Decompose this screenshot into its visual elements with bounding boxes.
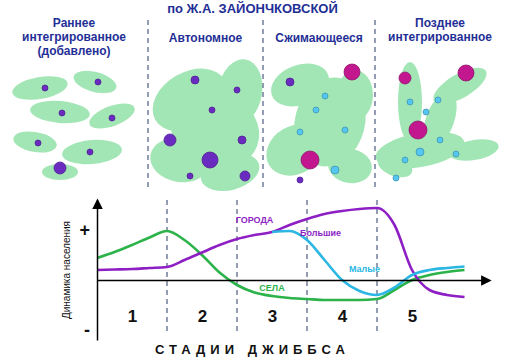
series-label: Большие [300,228,341,238]
panel-map [11,67,138,180]
title: по Ж.А. ЗАЙОНЧКОВСКОЙ [167,1,338,16]
settlement [42,85,48,91]
x-tick: 2 [198,280,207,326]
settlement [286,78,294,86]
x-tick-label: 3 [268,307,277,326]
panel-title: Позднееинтегрированное [388,16,492,44]
settlement [437,137,443,143]
series-line [97,208,465,297]
panel-map [257,56,375,187]
territory [213,56,268,129]
settlement [297,129,303,135]
settlement [35,140,41,146]
settlement [453,151,459,157]
territory [61,137,123,166]
settlement [342,127,348,133]
x-tick: 1 [128,280,137,326]
territory [11,72,70,103]
settlement [187,173,193,179]
panel-title: Сжимающееся [275,31,362,45]
annotation: ГОРОДА [236,215,274,225]
settlement [313,107,319,113]
settlement [423,109,429,115]
territory [257,114,333,186]
territory [71,67,119,98]
settlement [297,177,303,183]
x-axis-title: СТАДИИ ДЖИББСА [155,342,350,357]
x-axis-line [98,280,490,282]
territory [325,145,374,186]
territory [448,136,501,164]
panel-divider [148,20,149,188]
y-axis-line [97,201,99,341]
settlement [164,134,176,146]
panel-divider [375,20,376,188]
settlement [54,162,66,174]
x-tick: 4 [338,280,348,326]
settlement [202,152,218,168]
settlement [87,149,93,155]
panel-title: Раннееинтегрированное(добавлено) [22,16,126,58]
x-tick-label: 5 [408,307,417,326]
settlement [399,72,411,84]
x-tick-label: 4 [338,307,348,326]
panel-title: Автономное [169,31,243,45]
settlement [240,171,250,181]
y-tick: + [79,220,97,240]
y-tick-label: - [84,320,90,340]
territory [196,147,263,197]
settlement [234,87,240,93]
settlement [95,79,101,85]
panel-map [373,61,501,182]
x-tick-label: 1 [128,307,137,326]
settlement [402,157,408,163]
settlement [407,99,413,105]
territory [12,128,59,155]
panel-maps [11,56,501,197]
territory [375,150,416,181]
territory [417,87,464,153]
series-label: Малые [349,264,380,274]
settlement [331,166,339,174]
curve-labels: ГОРОДА СЕЛА Большие Малые [236,215,380,293]
settlement [191,76,199,84]
x-tick: 5 [408,280,417,326]
panel-map [141,56,270,197]
settlement [416,148,424,156]
y-axis: +- [79,201,97,341]
territory [86,98,138,133]
y-tick: - [84,320,97,340]
settlement [435,97,441,103]
settlement [238,136,246,144]
series-label: СЕЛА [259,283,285,293]
panel-divider [263,20,264,188]
settlement [344,64,360,80]
y-axis-title: Динамика населения [61,221,72,319]
settlement [209,107,215,113]
y-tick-label: + [79,220,90,240]
settlement [322,93,328,99]
diagram: по Ж.А. ЗАЙОНЧКОВСКОЙ Раннееинтегрированн… [0,0,505,361]
settlement [393,175,399,181]
territory [29,98,91,125]
settlement [109,115,115,121]
series-line [272,231,465,295]
x-axis: 1 2 3 4 5 [98,280,490,326]
settlement [409,121,427,139]
settlement [301,151,319,169]
plot-lines [97,208,465,300]
settlement [458,65,474,81]
settlement [59,110,65,116]
x-tick-label: 2 [198,307,207,326]
